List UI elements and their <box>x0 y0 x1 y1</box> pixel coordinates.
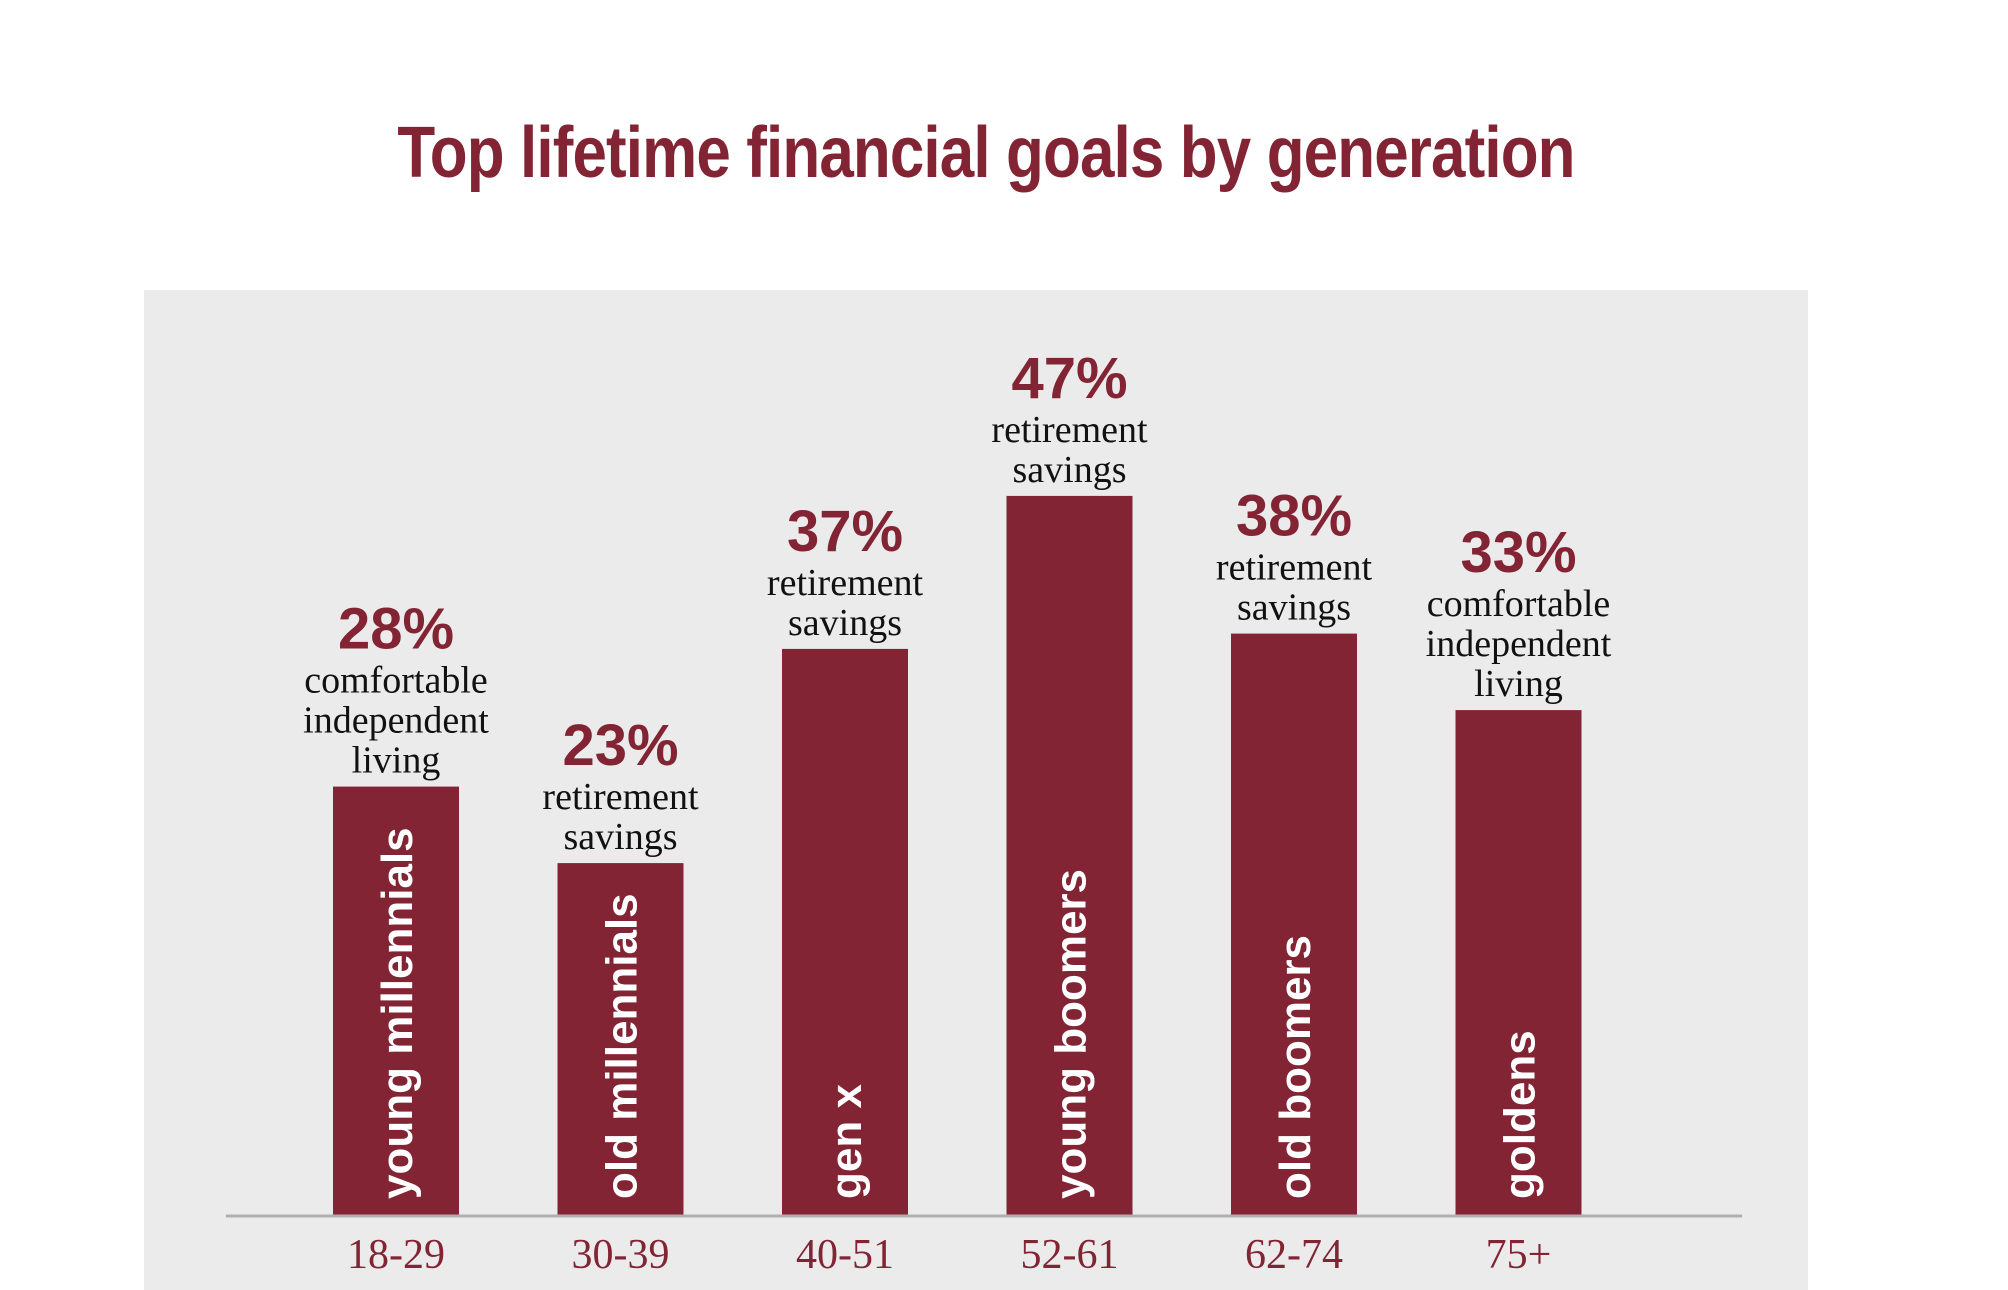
value-label: 28% <box>338 597 454 662</box>
x-tick-label: 30-39 <box>572 1232 670 1278</box>
bar-30-39 <box>557 863 684 1215</box>
bar-62-74 <box>1231 633 1357 1215</box>
goal-label: comfortable <box>1427 583 1611 625</box>
bar-52-61 <box>1006 495 1133 1215</box>
goal-label: retirement <box>991 409 1148 451</box>
x-tick-label: 18-29 <box>347 1232 445 1278</box>
bars-layer <box>333 495 1582 1215</box>
bar-40-51 <box>782 648 908 1215</box>
x-tick-label: 62-74 <box>1245 1232 1343 1278</box>
x-tick-label: 52-61 <box>1021 1232 1119 1278</box>
goal-label: living <box>352 740 441 782</box>
goal-label: retirement <box>1216 547 1373 589</box>
goal-label: comfortable <box>304 660 488 702</box>
value-label: 23% <box>562 713 678 778</box>
generation-label: young millennials <box>373 827 422 1199</box>
x-tick-label: 40-51 <box>796 1232 894 1278</box>
generation-label: young boomers <box>1047 869 1096 1199</box>
goal-label: retirement <box>542 776 699 818</box>
generation-label: old boomers <box>1271 935 1320 1199</box>
x-tick-label: 75+ <box>1486 1232 1552 1278</box>
goal-label: savings <box>788 602 902 644</box>
labels-layer: young millennialscomfortableindependentl… <box>303 346 1612 1278</box>
value-label: 37% <box>787 499 903 564</box>
goal-label: living <box>1474 663 1563 705</box>
chart-title: Top lifetime financial goals by generati… <box>397 113 1575 193</box>
generation-label: goldens <box>1496 1030 1545 1199</box>
bar-18-29 <box>333 786 459 1215</box>
generation-label: gen x <box>822 1084 871 1199</box>
bar-75+ <box>1455 710 1582 1215</box>
value-label: 47% <box>1011 346 1127 411</box>
goal-label: independent <box>303 700 489 742</box>
goal-label: savings <box>564 816 678 858</box>
goal-label: savings <box>1013 449 1127 491</box>
goal-label: savings <box>1237 587 1351 629</box>
goal-label: retirement <box>767 562 924 604</box>
generation-label: old millennials <box>598 893 647 1199</box>
value-label: 33% <box>1460 520 1576 585</box>
goal-label: independent <box>1426 623 1612 665</box>
value-label: 38% <box>1236 484 1352 549</box>
